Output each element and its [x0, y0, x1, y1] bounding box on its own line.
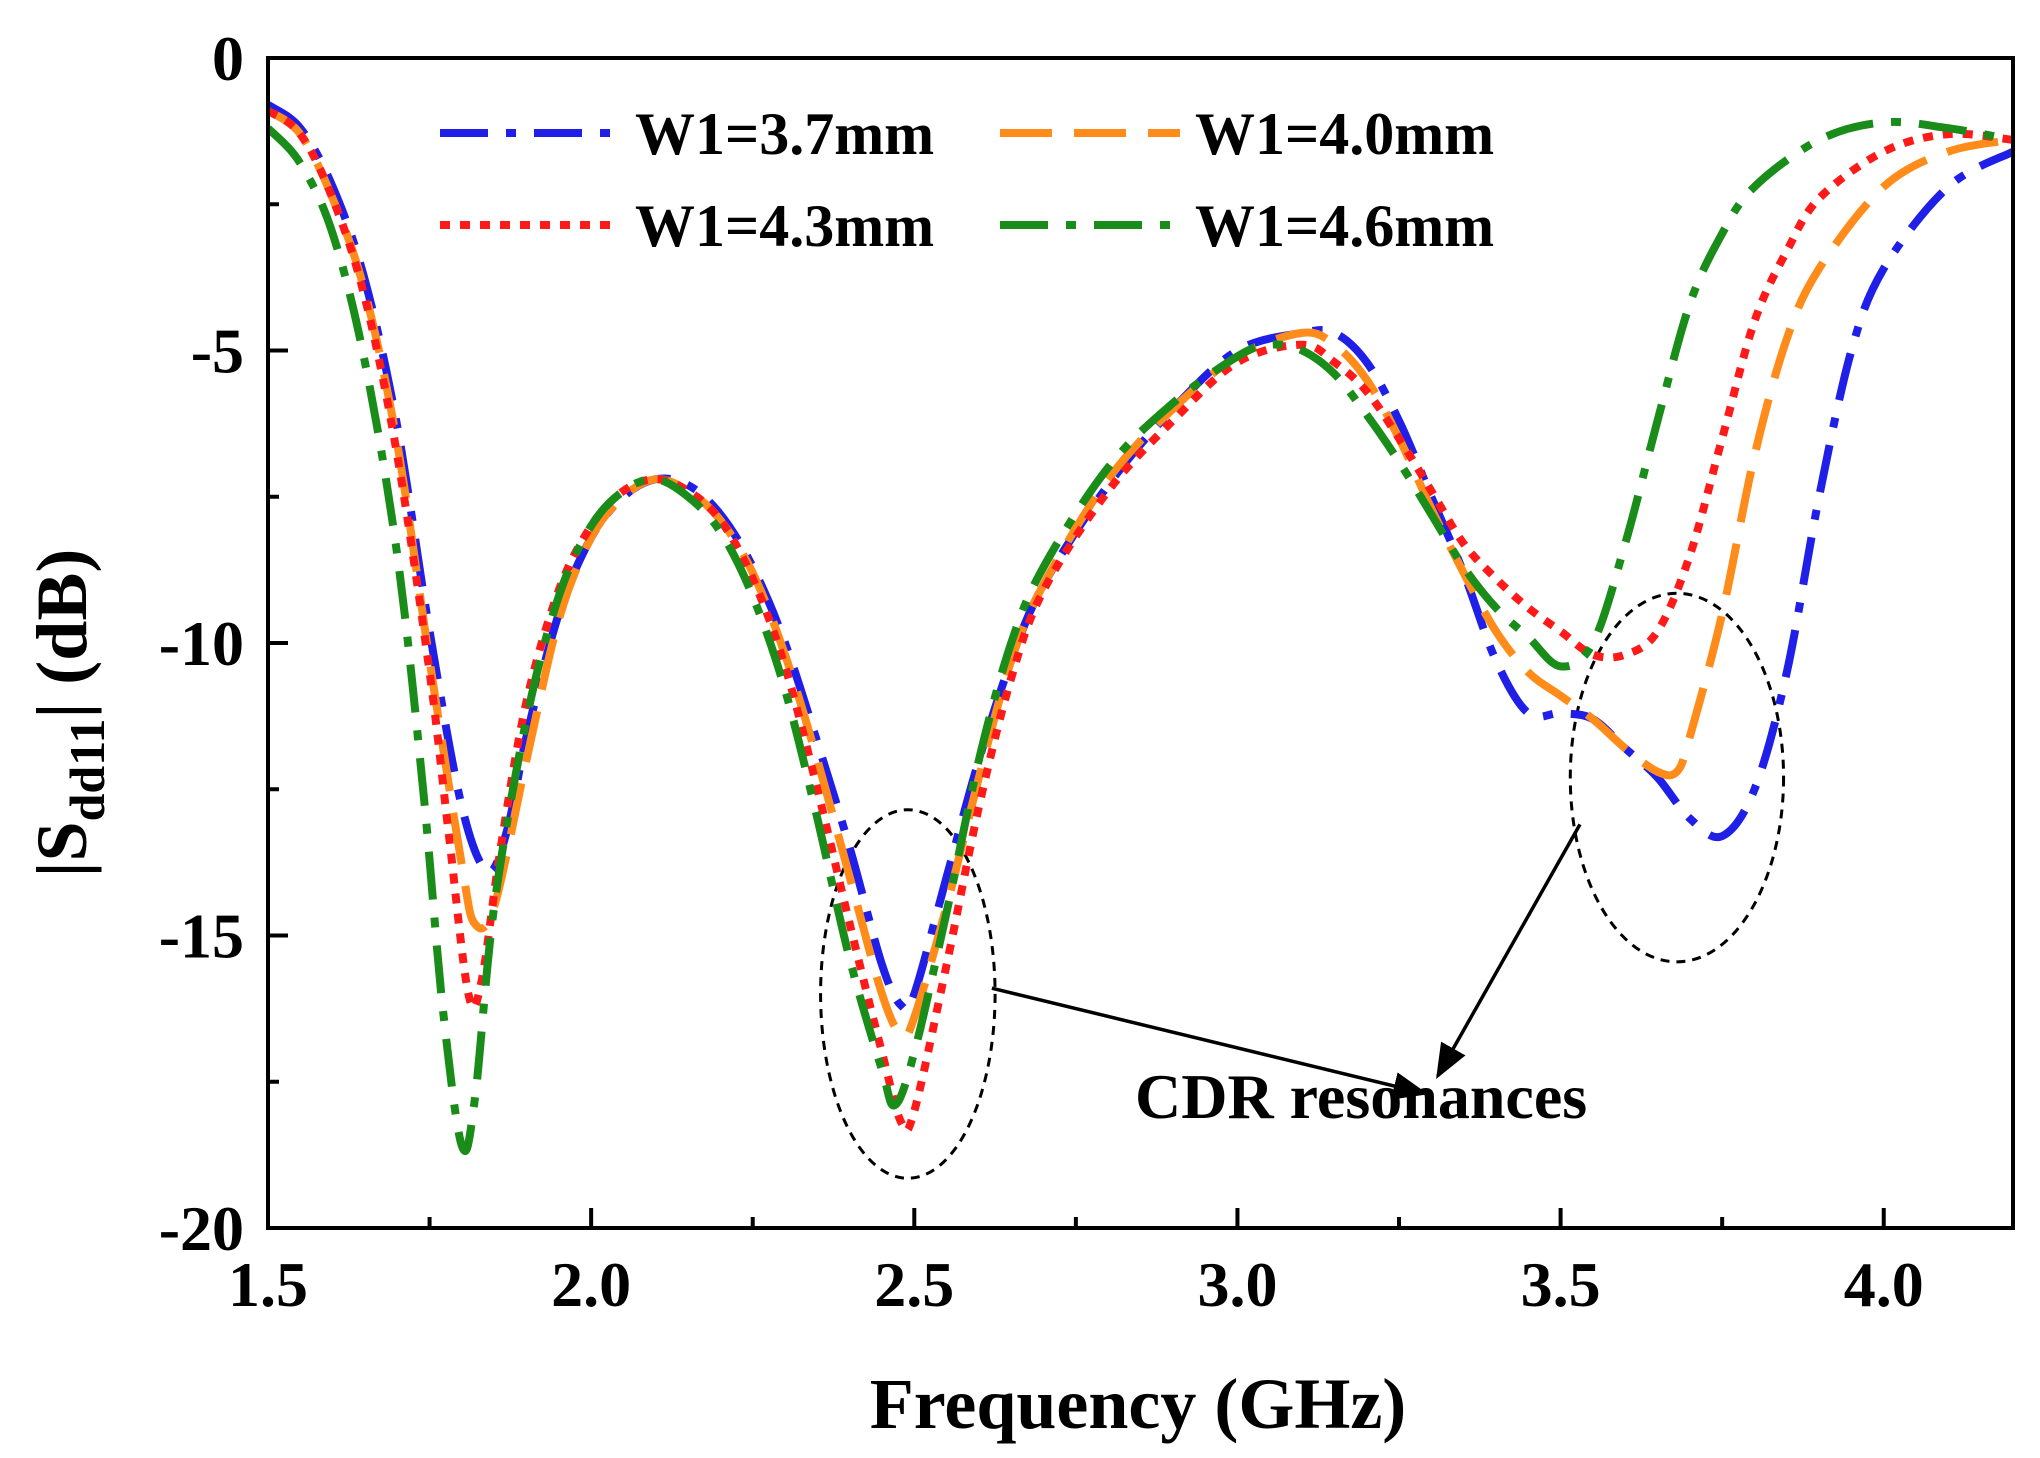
y-axis-title-sub: dd11	[59, 719, 115, 822]
x-tick-label: 4.0	[1844, 1249, 1924, 1320]
annotation-arrow-2	[1436, 823, 1582, 1079]
legend: W1=3.7mm W1=4.0mm W1=4.3mm W1=4.6mm	[440, 101, 1494, 259]
x-tick-label: 3.0	[1197, 1249, 1277, 1320]
y-tick-label: -5	[191, 316, 244, 387]
annotation-ellipse-2	[1568, 591, 1786, 964]
annotation-layer	[819, 591, 1786, 1180]
series-line-4	[268, 117, 2013, 1156]
annotation-ellipse-1	[819, 808, 997, 1180]
series-line-1	[268, 101, 2013, 1014]
x-tick-label: 2.0	[551, 1249, 631, 1320]
x-tick-label: 3.5	[1521, 1249, 1601, 1320]
annotation-label: CDR resonances	[1135, 1061, 1587, 1132]
y-tick-label: -10	[159, 608, 244, 679]
x-tick-label: 2.5	[874, 1249, 954, 1320]
y-axis-title-tail: | (dB)	[22, 549, 102, 719]
axes-layer: 1.5 2.0 2.5 3.0 3.5 4.0 0 -5 -10 -15 -20	[159, 23, 2015, 1320]
y-axis-title-main: |S	[22, 821, 102, 877]
series-line-3	[268, 107, 2013, 1135]
y-tick-label: 0	[212, 23, 244, 94]
y-tick-label: -20	[159, 1193, 244, 1264]
y-axis-title: |Sdd11| (dB)	[22, 549, 115, 878]
y-tick-label: -15	[159, 901, 244, 972]
legend-label-4: W1=4.6mm	[1195, 193, 1494, 259]
x-axis-title: Frequency (GHz)	[870, 1364, 1407, 1444]
x-tick-label: 1.5	[228, 1249, 308, 1320]
annotation-arrow-1	[991, 986, 1429, 1100]
series-line-2	[268, 107, 2013, 1041]
series-layer	[268, 101, 2013, 1156]
legend-label-3: W1=4.3mm	[635, 193, 934, 259]
legend-label-2: W1=4.0mm	[1195, 101, 1494, 167]
legend-label-1: W1=3.7mm	[635, 101, 934, 167]
